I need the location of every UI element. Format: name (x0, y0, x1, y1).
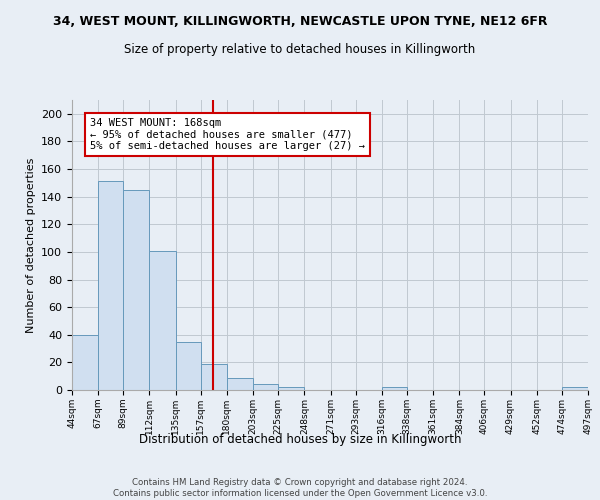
Bar (227, 378, 253, 390)
Bar (72, 335, 98, 390)
Bar (253, 384, 278, 390)
Text: 34, WEST MOUNT, KILLINGWORTH, NEWCASTLE UPON TYNE, NE12 6FR: 34, WEST MOUNT, KILLINGWORTH, NEWCASTLE … (53, 15, 547, 28)
Bar (149, 250, 176, 390)
Text: 34 WEST MOUNT: 168sqm
← 95% of detached houses are smaller (477)
5% of semi-deta: 34 WEST MOUNT: 168sqm ← 95% of detached … (90, 118, 365, 151)
Bar (562, 387, 588, 390)
Bar (201, 364, 227, 390)
Bar (98, 182, 123, 390)
Text: Contains HM Land Registry data © Crown copyright and database right 2024.
Contai: Contains HM Land Registry data © Crown c… (113, 478, 487, 498)
Bar (382, 387, 407, 390)
Bar (278, 387, 304, 390)
Bar (176, 342, 201, 390)
Text: Distribution of detached houses by size in Killingworth: Distribution of detached houses by size … (139, 432, 461, 446)
Text: Size of property relative to detached houses in Killingworth: Size of property relative to detached ho… (124, 42, 476, 56)
Bar (123, 190, 149, 390)
Y-axis label: Number of detached properties: Number of detached properties (26, 158, 35, 332)
